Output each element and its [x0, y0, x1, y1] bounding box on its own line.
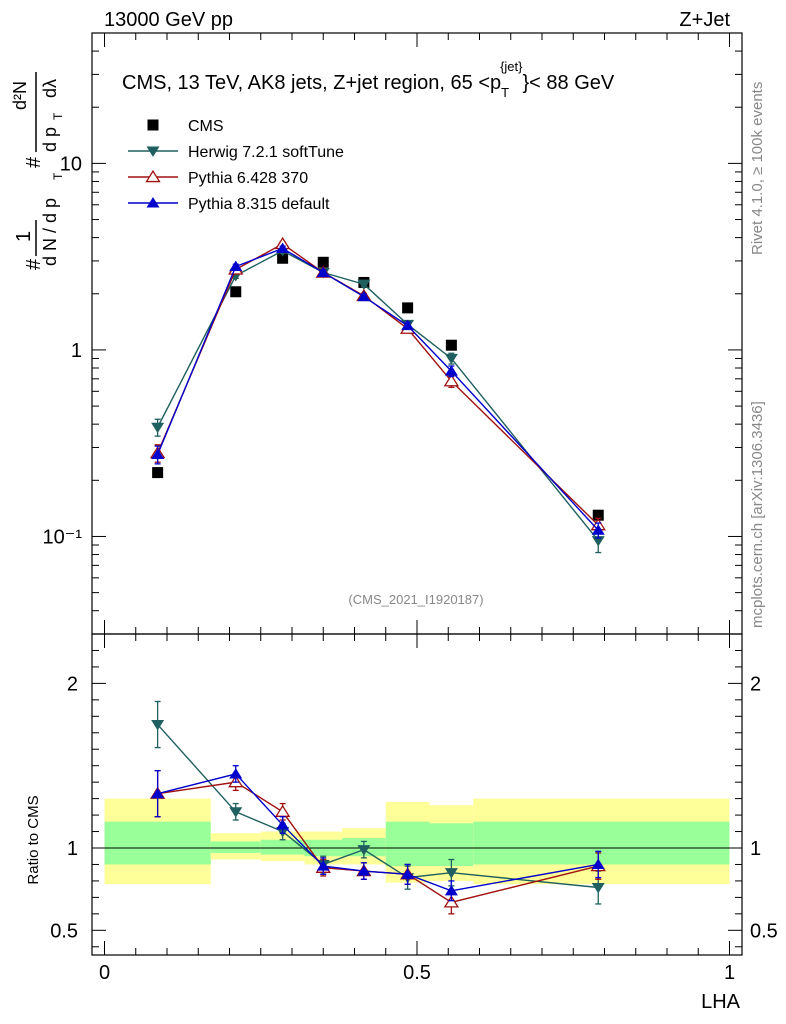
svg-text:#: #	[23, 156, 45, 168]
upper-point	[443, 374, 460, 387]
upper-point	[229, 260, 243, 272]
ratio-ytick-label-right: 1	[750, 838, 761, 860]
ratio-band-stat	[385, 821, 430, 867]
upper-point	[401, 319, 415, 331]
ratio-series-line	[157, 773, 599, 892]
ratio-point	[591, 858, 605, 870]
x-axis-label: LHA	[701, 991, 741, 1013]
ratio-ylabel: Ratio to CMS	[25, 795, 42, 884]
upper-point	[357, 290, 371, 302]
upper-point	[151, 448, 165, 460]
ratio-ytick-label-right: 0.5	[750, 920, 778, 942]
upper-series-line	[156, 247, 599, 531]
header-left: 13000 GeV pp	[104, 9, 233, 31]
upper-point	[592, 509, 604, 521]
ratio-series-line	[157, 781, 599, 904]
ratio-ytick-label: 1	[67, 838, 78, 860]
upper-point	[152, 467, 164, 479]
ratio-point	[316, 860, 330, 871]
svg-text:1: 1	[13, 231, 35, 242]
svg-text:d p: d p	[40, 127, 60, 152]
analysis-watermark: (CMS_2021_I1920187)	[348, 592, 483, 607]
upper-point	[591, 536, 605, 547]
upper-series-line	[156, 243, 599, 526]
upper-plot-data	[149, 236, 606, 554]
xtick-label: 0	[99, 962, 110, 984]
ratio-series-2	[151, 765, 605, 902]
axes: 10⁻¹ 1 10 0.5 0.5 1 1 2 2 0 0.5 1	[43, 32, 778, 984]
chart-title: CMS, 13 TeV, AK8 jets, Z+jet region, 65 …	[122, 59, 615, 100]
ratio-plot-data	[149, 700, 606, 915]
legend-label: Pythia 8.315 default	[188, 196, 330, 213]
ratio-ytick-label: 2	[67, 673, 78, 695]
legend-label: CMS	[188, 118, 224, 135]
ratio-point	[151, 719, 165, 731]
legend-marker	[145, 169, 161, 183]
upper-ytick-label: 10⁻¹	[43, 526, 83, 548]
upper-series-0	[152, 252, 604, 521]
ratio-ytick-label-right: 2	[750, 673, 761, 695]
legend-label: Pythia 6.428 370	[188, 170, 308, 187]
svg-text:T: T	[51, 112, 65, 120]
ratio-bands	[92, 798, 742, 885]
mcplots-label: mcplots.cern.ch [arXiv:1306.3436]	[749, 401, 766, 628]
ratio-point	[444, 884, 458, 896]
upper-point	[357, 279, 371, 291]
upper-series-3	[151, 242, 605, 539]
upper-point	[277, 252, 289, 264]
ratio-point	[401, 868, 415, 879]
upper-point	[316, 266, 330, 278]
ratio-series-line	[157, 724, 599, 889]
ratio-point	[229, 807, 243, 818]
ratio-point	[274, 804, 291, 817]
upper-series-line	[157, 249, 599, 542]
svg-text:d N / d p: d N / d p	[40, 198, 60, 266]
svg-text:#: #	[23, 258, 45, 270]
upper-point	[230, 286, 242, 298]
upper-series-1	[151, 246, 605, 554]
header-right: Z+Jet	[679, 9, 730, 31]
ratio-point	[276, 819, 290, 830]
legend: CMS Herwig 7.2.1 softTune Pythia 6.428 370…	[128, 118, 344, 213]
ratio-ytick-label: 0.5	[50, 920, 78, 942]
upper-series-2	[149, 236, 606, 534]
ratio-point	[444, 868, 458, 879]
upper-point	[445, 339, 457, 351]
svg-text:T: T	[51, 172, 65, 180]
ratio-point	[357, 865, 371, 876]
upper-ytick-label: 10	[60, 153, 82, 175]
legend-label: Herwig 7.2.1 softTune	[188, 144, 344, 161]
upper-point	[444, 353, 458, 365]
ratio-point	[151, 787, 165, 799]
ratio-band-stat	[260, 839, 305, 855]
ratio-band-stat	[104, 821, 211, 865]
rivet-label: Rivet 4.1.0, ≥ 100k events	[749, 82, 766, 255]
upper-point	[151, 422, 165, 434]
ratio-series-0	[151, 700, 605, 905]
upper-point	[402, 302, 414, 314]
lower-frame	[91, 633, 743, 956]
ratio-point	[443, 895, 460, 908]
svg-text:d²N: d²N	[10, 81, 30, 110]
upper-point	[276, 242, 290, 253]
svg-text:dλ: dλ	[40, 79, 60, 98]
ratio-band-stat	[473, 821, 730, 865]
ratio-band-stat	[210, 841, 261, 853]
ratio-point	[357, 845, 371, 856]
xtick-label: 0.5	[403, 962, 431, 984]
ratio-point	[229, 768, 243, 779]
upper-ylabel: # 1 d N / d p T # d²N d p T dλ	[10, 72, 65, 270]
legend-marker	[147, 119, 159, 131]
upper-point	[317, 256, 329, 268]
upper-ytick-label: 1	[71, 340, 82, 362]
xtick-label: 1	[724, 962, 735, 984]
ratio-point	[591, 882, 605, 894]
upper-point	[591, 524, 605, 535]
legend-marker	[146, 146, 160, 157]
legend-marker	[146, 197, 160, 208]
upper-point	[444, 365, 458, 376]
